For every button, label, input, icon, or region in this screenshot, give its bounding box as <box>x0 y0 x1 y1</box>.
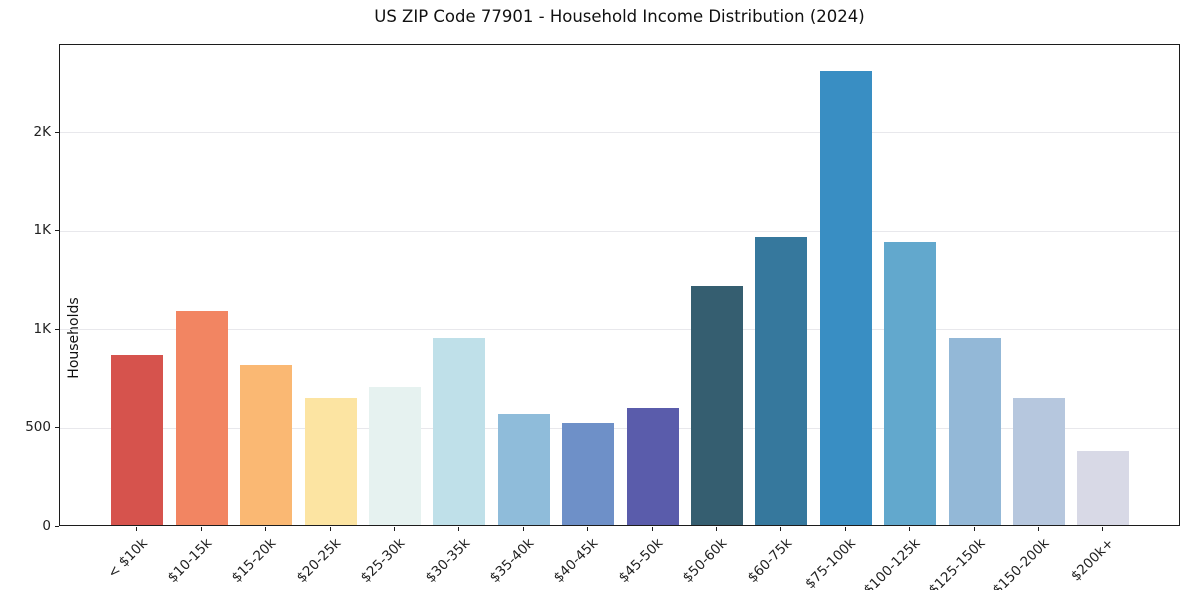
y-tick-mark <box>55 328 59 330</box>
x-tick-label: $20-25k <box>293 535 345 586</box>
x-tick-mark <box>393 527 395 531</box>
plot-area: Households <box>59 44 1180 526</box>
bar-10k <box>111 355 164 525</box>
x-tick-mark <box>909 527 911 531</box>
chart-title: US ZIP Code 77901 - Household Income Dis… <box>374 7 865 26</box>
bar-150-200k <box>1012 398 1065 525</box>
x-tick-mark <box>715 527 717 531</box>
x-tick-mark <box>651 527 653 531</box>
y-gridline <box>60 427 1179 429</box>
bar-40-45k <box>562 422 615 525</box>
x-tick-mark <box>458 527 460 531</box>
bar-125-150k <box>948 337 1001 525</box>
y-gridline <box>60 132 1179 134</box>
x-tick-mark <box>844 527 846 531</box>
x-tick-mark <box>780 527 782 531</box>
x-tick-label: $45-50k <box>615 535 667 586</box>
bar-45-50k <box>626 408 679 525</box>
x-tick-label: $35-40k <box>486 535 538 586</box>
x-tick-label: $40-45k <box>551 535 602 586</box>
bar-200k <box>1077 451 1130 525</box>
y-tick-label: 2K <box>33 123 51 140</box>
x-tick-label: < $10k <box>104 535 151 582</box>
y-gridline <box>60 329 1179 331</box>
x-tick-label: $100-125k <box>860 535 924 590</box>
x-tick-mark <box>973 527 975 531</box>
y-tick-mark <box>55 230 59 232</box>
y-tick-mark <box>55 526 59 527</box>
x-tick-label: $25-30k <box>357 535 409 586</box>
x-tick-mark <box>200 527 202 531</box>
x-tick-label: $30-35k <box>422 535 473 586</box>
bar-60-75k <box>755 237 808 525</box>
y-axis-title: Households <box>66 297 82 379</box>
x-tick-mark <box>1102 527 1104 531</box>
x-tick-label: $60-75k <box>744 535 795 586</box>
y-tick-label: 1K <box>33 320 51 337</box>
x-tick-label: $125-150k <box>925 535 989 590</box>
y-tick-label: 0 <box>42 518 51 534</box>
x-tick-mark <box>587 527 589 531</box>
x-tick-label: $75-100k <box>802 535 860 590</box>
bar-15-20k <box>240 365 293 525</box>
y-gridline <box>60 230 1179 232</box>
bar-25-30k <box>368 386 421 525</box>
bar-75-100k <box>819 70 872 525</box>
bar-50-60k <box>690 285 743 525</box>
y-tick-mark <box>55 131 59 133</box>
x-tick-label: $150-200k <box>989 535 1053 590</box>
bar-20-25k <box>304 398 357 525</box>
y-tick-mark <box>55 427 59 429</box>
x-tick-mark <box>265 527 267 531</box>
x-tick-label: $15-20k <box>229 535 280 586</box>
x-tick-label: $10-15k <box>164 535 216 586</box>
x-tick-mark <box>136 527 138 531</box>
x-tick-label: $50-60k <box>679 535 731 586</box>
bar-30-35k <box>433 337 486 525</box>
y-tick-label: 1K <box>33 222 51 239</box>
x-tick-label: $200k+ <box>1067 535 1117 585</box>
y-tick-label: 500 <box>25 419 51 436</box>
bar-10-15k <box>175 311 228 525</box>
x-tick-mark <box>1037 527 1039 531</box>
x-tick-mark <box>329 527 331 531</box>
x-tick-mark <box>522 527 524 531</box>
bar-35-40k <box>497 414 550 525</box>
bar-100-125k <box>884 242 937 525</box>
